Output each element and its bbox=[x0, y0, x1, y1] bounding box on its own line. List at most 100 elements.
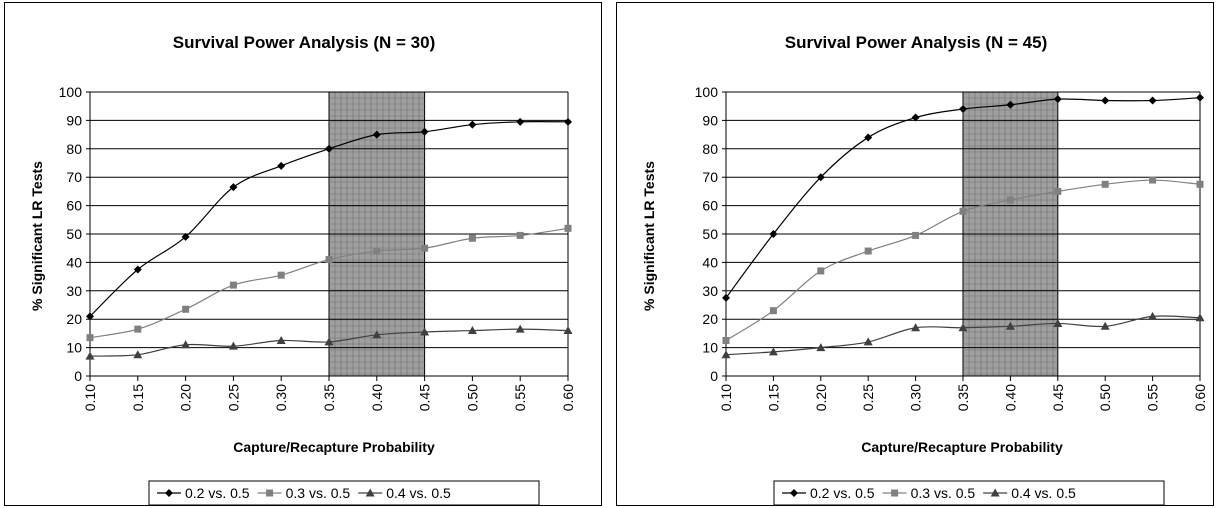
x-tick-label: 0.30 bbox=[273, 384, 289, 411]
data-point bbox=[563, 326, 573, 335]
data-point bbox=[816, 173, 825, 182]
data-point bbox=[1149, 176, 1157, 184]
data-point bbox=[1196, 93, 1204, 102]
data-point bbox=[864, 133, 873, 142]
data-point bbox=[769, 307, 777, 315]
y-tick-label: 50 bbox=[702, 226, 718, 242]
data-point bbox=[564, 117, 572, 126]
data-point bbox=[769, 230, 778, 238]
y-tick-label: 70 bbox=[702, 169, 718, 185]
data-point bbox=[134, 325, 142, 333]
x-tick-label: 0.60 bbox=[560, 384, 576, 411]
chart-right-svg: Survival Power Analysis (N = 45) % Signi… bbox=[616, 2, 1214, 506]
y-tick-label: 30 bbox=[702, 283, 718, 299]
x-tick-label: 0.35 bbox=[955, 384, 971, 411]
x-tick-label: 0.40 bbox=[1002, 384, 1018, 411]
legend-label: 0.2 vs. 0.5 bbox=[185, 485, 250, 501]
y-tick-label: 10 bbox=[66, 340, 82, 356]
x-tick-label: 0.55 bbox=[1145, 384, 1161, 411]
chart-title: Survival Power Analysis (N = 45) bbox=[785, 33, 1048, 52]
data-point bbox=[722, 293, 730, 302]
legend-marker bbox=[891, 489, 899, 497]
data-point bbox=[768, 347, 778, 356]
x-tick-label: 0.20 bbox=[178, 384, 194, 411]
data-point bbox=[468, 234, 476, 242]
y-tick-label: 0 bbox=[74, 368, 82, 384]
y-tick-label: 80 bbox=[702, 141, 718, 157]
y-tick-label: 10 bbox=[702, 340, 718, 356]
legend-label: 0.4 vs. 0.5 bbox=[386, 485, 451, 501]
legend-marker bbox=[990, 488, 1000, 497]
y-tick-label: 100 bbox=[59, 84, 83, 100]
data-point bbox=[85, 351, 95, 360]
data-point bbox=[86, 334, 94, 342]
y-tick-label: 40 bbox=[702, 254, 718, 270]
legend-marker bbox=[165, 489, 173, 497]
x-tick-label: 0.30 bbox=[908, 384, 924, 411]
data-point bbox=[467, 326, 477, 335]
data-point bbox=[277, 271, 285, 279]
data-point bbox=[1053, 318, 1063, 327]
data-point bbox=[863, 337, 873, 346]
data-point bbox=[516, 117, 525, 126]
y-tick-label: 0 bbox=[710, 368, 718, 384]
x-tick-label: 0.10 bbox=[82, 384, 98, 411]
data-point bbox=[1100, 321, 1110, 330]
x-tick-label: 0.25 bbox=[860, 384, 876, 411]
y-tick-label: 100 bbox=[695, 84, 719, 100]
y-tick-label: 30 bbox=[66, 283, 82, 299]
data-point bbox=[911, 323, 921, 332]
data-point bbox=[816, 343, 826, 352]
data-point bbox=[912, 231, 920, 239]
data-point bbox=[959, 105, 967, 114]
legend-label: 0.2 vs. 0.5 bbox=[810, 485, 875, 501]
data-point bbox=[324, 337, 334, 346]
y-tick-label: 90 bbox=[66, 112, 82, 128]
data-point bbox=[1054, 187, 1062, 195]
data-point bbox=[1196, 180, 1204, 188]
x-tick-label: 0.50 bbox=[1097, 384, 1113, 411]
data-point bbox=[468, 120, 477, 129]
data-point bbox=[277, 161, 286, 170]
data-point bbox=[421, 244, 429, 252]
data-point bbox=[817, 267, 825, 275]
data-point bbox=[1006, 196, 1014, 204]
y-tick-label: 60 bbox=[66, 198, 82, 214]
data-point bbox=[721, 350, 731, 359]
legend-label: 0.4 vs. 0.5 bbox=[1011, 485, 1076, 501]
x-tick-label: 0.35 bbox=[321, 384, 337, 411]
y-tick-label: 50 bbox=[66, 226, 82, 242]
data-point bbox=[1148, 96, 1157, 105]
chart-panel-right: Survival Power Analysis (N = 45) % Signi… bbox=[616, 2, 1214, 506]
data-point bbox=[1053, 95, 1062, 104]
x-tick-label: 0.45 bbox=[417, 384, 433, 411]
data-point bbox=[959, 207, 967, 215]
data-point bbox=[515, 324, 525, 333]
chart-frame bbox=[4, 2, 602, 506]
y-tick-label: 20 bbox=[66, 311, 82, 327]
y-axis-label: % Significant LR Tests bbox=[29, 161, 45, 311]
x-tick-label: 0.40 bbox=[369, 384, 385, 411]
data-point bbox=[1006, 100, 1015, 109]
x-tick-label: 0.50 bbox=[464, 384, 480, 411]
plot-area: 0 10 20 30 40 50 60 70 80 90 100 0.10 0.15 0.20 0.25 0.… bbox=[695, 84, 1208, 506]
legend-label: 0.3 vs. 0.5 bbox=[286, 485, 351, 501]
x-axis-label: Capture/Recapture Probability bbox=[861, 439, 1063, 455]
data-point bbox=[229, 281, 237, 289]
data-point bbox=[564, 224, 572, 232]
legend-marker bbox=[790, 489, 798, 497]
data-point bbox=[1005, 321, 1015, 330]
data-point bbox=[228, 341, 238, 350]
y-tick-label: 60 bbox=[702, 198, 718, 214]
chart-left-svg: Survival Power Analysis (N = 30) % Signi… bbox=[4, 2, 602, 506]
x-tick-label: 0.15 bbox=[130, 384, 146, 411]
data-point bbox=[911, 113, 920, 122]
plot-area: 0 10 20 30 40 50 60 70 80 90 100 0.10 0.15 0.20 0.25 0.… bbox=[59, 84, 576, 506]
data-point bbox=[229, 183, 238, 192]
legend-box bbox=[148, 480, 540, 506]
data-point bbox=[325, 144, 333, 153]
x-tick-label: 0.15 bbox=[765, 384, 781, 411]
x-axis-label: Capture/Recapture Probability bbox=[233, 439, 435, 455]
data-point bbox=[373, 247, 381, 255]
y-tick-label: 90 bbox=[702, 112, 718, 128]
